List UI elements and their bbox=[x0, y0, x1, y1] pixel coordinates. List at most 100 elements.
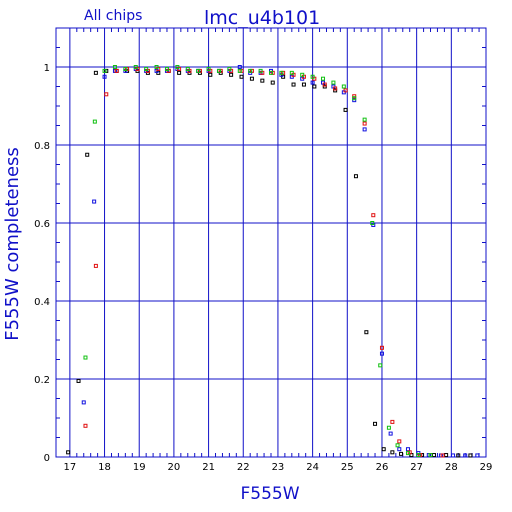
data-point bbox=[405, 447, 410, 452]
y-axis-label: F555W completeness bbox=[2, 147, 23, 341]
x-axis-label: F555W bbox=[240, 484, 299, 504]
y-tick-label: 0.8 bbox=[34, 141, 50, 152]
data-point bbox=[206, 66, 211, 71]
data-point bbox=[362, 117, 367, 122]
x-tick-label: 29 bbox=[480, 462, 493, 473]
data-point bbox=[310, 80, 315, 85]
data-point bbox=[196, 68, 201, 73]
data-point bbox=[144, 66, 149, 71]
data-point bbox=[229, 72, 234, 77]
data-point bbox=[227, 66, 232, 71]
data-point bbox=[133, 65, 138, 69]
chart-title: lmc_u4b101 bbox=[204, 7, 320, 29]
data-point bbox=[322, 82, 327, 87]
data-point bbox=[92, 199, 97, 204]
data-point bbox=[164, 66, 169, 71]
data-point bbox=[333, 86, 338, 91]
data-point bbox=[83, 423, 88, 428]
data-point bbox=[343, 107, 348, 112]
data-point bbox=[431, 453, 436, 458]
data-point bbox=[208, 72, 213, 77]
x-tick-label: 24 bbox=[306, 462, 319, 473]
data-point bbox=[312, 84, 317, 89]
series-3 bbox=[83, 65, 433, 458]
data-point bbox=[177, 70, 182, 75]
data-point bbox=[331, 80, 336, 85]
data-point bbox=[154, 65, 159, 69]
x-tick-label: 26 bbox=[376, 462, 389, 473]
data-point bbox=[428, 453, 433, 458]
data-point bbox=[362, 121, 367, 126]
data-point bbox=[451, 453, 456, 458]
data-point bbox=[258, 68, 263, 73]
tick-labels: 17 18 19 20 21 22 23 24 25 26 27 28 29 0 0.2 0.4 0.6 0.8 1 bbox=[34, 63, 492, 473]
y-tick-label: 0 bbox=[44, 453, 50, 464]
data-point bbox=[248, 68, 253, 73]
data-point bbox=[123, 66, 128, 71]
x-tick-label: 21 bbox=[202, 462, 215, 473]
data-point bbox=[343, 88, 348, 93]
data-point bbox=[102, 68, 107, 73]
x-tick-label: 18 bbox=[98, 462, 111, 473]
data-point bbox=[289, 70, 294, 75]
data-point bbox=[102, 74, 107, 79]
data-point bbox=[85, 152, 90, 157]
data-marks bbox=[66, 65, 480, 458]
x-tick-label: 19 bbox=[133, 462, 146, 473]
data-point bbox=[395, 443, 400, 448]
data-point bbox=[373, 421, 378, 426]
y-tick-label: 0.6 bbox=[34, 219, 50, 230]
data-point bbox=[364, 330, 369, 335]
data-point bbox=[270, 80, 275, 85]
data-point bbox=[370, 221, 375, 225]
data-point bbox=[92, 119, 97, 124]
data-point bbox=[249, 76, 254, 81]
x-tick-label: 17 bbox=[64, 462, 77, 473]
data-point bbox=[416, 453, 421, 458]
data-point bbox=[83, 355, 88, 360]
data-point bbox=[81, 400, 86, 405]
data-point bbox=[93, 263, 98, 268]
chart-subtitle: All chips bbox=[84, 8, 142, 24]
x-tick-label: 27 bbox=[410, 462, 423, 473]
x-tick-label: 25 bbox=[341, 462, 354, 473]
data-point bbox=[114, 68, 119, 73]
data-point bbox=[175, 65, 180, 69]
data-point bbox=[381, 447, 386, 452]
x-tick-label: 20 bbox=[168, 462, 181, 473]
data-point bbox=[310, 74, 315, 79]
data-point bbox=[390, 419, 395, 424]
data-point bbox=[301, 82, 306, 87]
data-point bbox=[237, 68, 242, 73]
data-point bbox=[104, 92, 109, 97]
data-point bbox=[300, 72, 305, 77]
y-tick-label: 0.4 bbox=[34, 297, 50, 308]
data-point bbox=[353, 174, 358, 179]
data-point bbox=[379, 345, 384, 350]
data-point bbox=[440, 453, 445, 458]
data-point bbox=[291, 82, 296, 87]
data-point bbox=[216, 68, 221, 73]
data-point bbox=[456, 453, 461, 458]
data-point bbox=[399, 451, 404, 456]
data-point bbox=[362, 127, 367, 132]
data-point bbox=[475, 453, 480, 458]
data-point bbox=[66, 450, 71, 455]
data-point bbox=[260, 78, 265, 83]
data-point bbox=[269, 70, 273, 75]
data-point bbox=[378, 363, 383, 368]
data-point bbox=[93, 70, 98, 75]
data-point bbox=[321, 76, 326, 81]
y-tick-label: 0.2 bbox=[34, 375, 50, 386]
series-0 bbox=[66, 68, 473, 458]
data-point bbox=[388, 431, 393, 436]
data-point bbox=[76, 378, 81, 383]
x-tick-label: 22 bbox=[237, 462, 250, 473]
data-point bbox=[112, 65, 117, 69]
plot-frame bbox=[55, 27, 487, 458]
data-point bbox=[185, 66, 190, 71]
data-point bbox=[405, 451, 410, 456]
series-1 bbox=[81, 65, 480, 458]
data-point bbox=[341, 84, 346, 89]
